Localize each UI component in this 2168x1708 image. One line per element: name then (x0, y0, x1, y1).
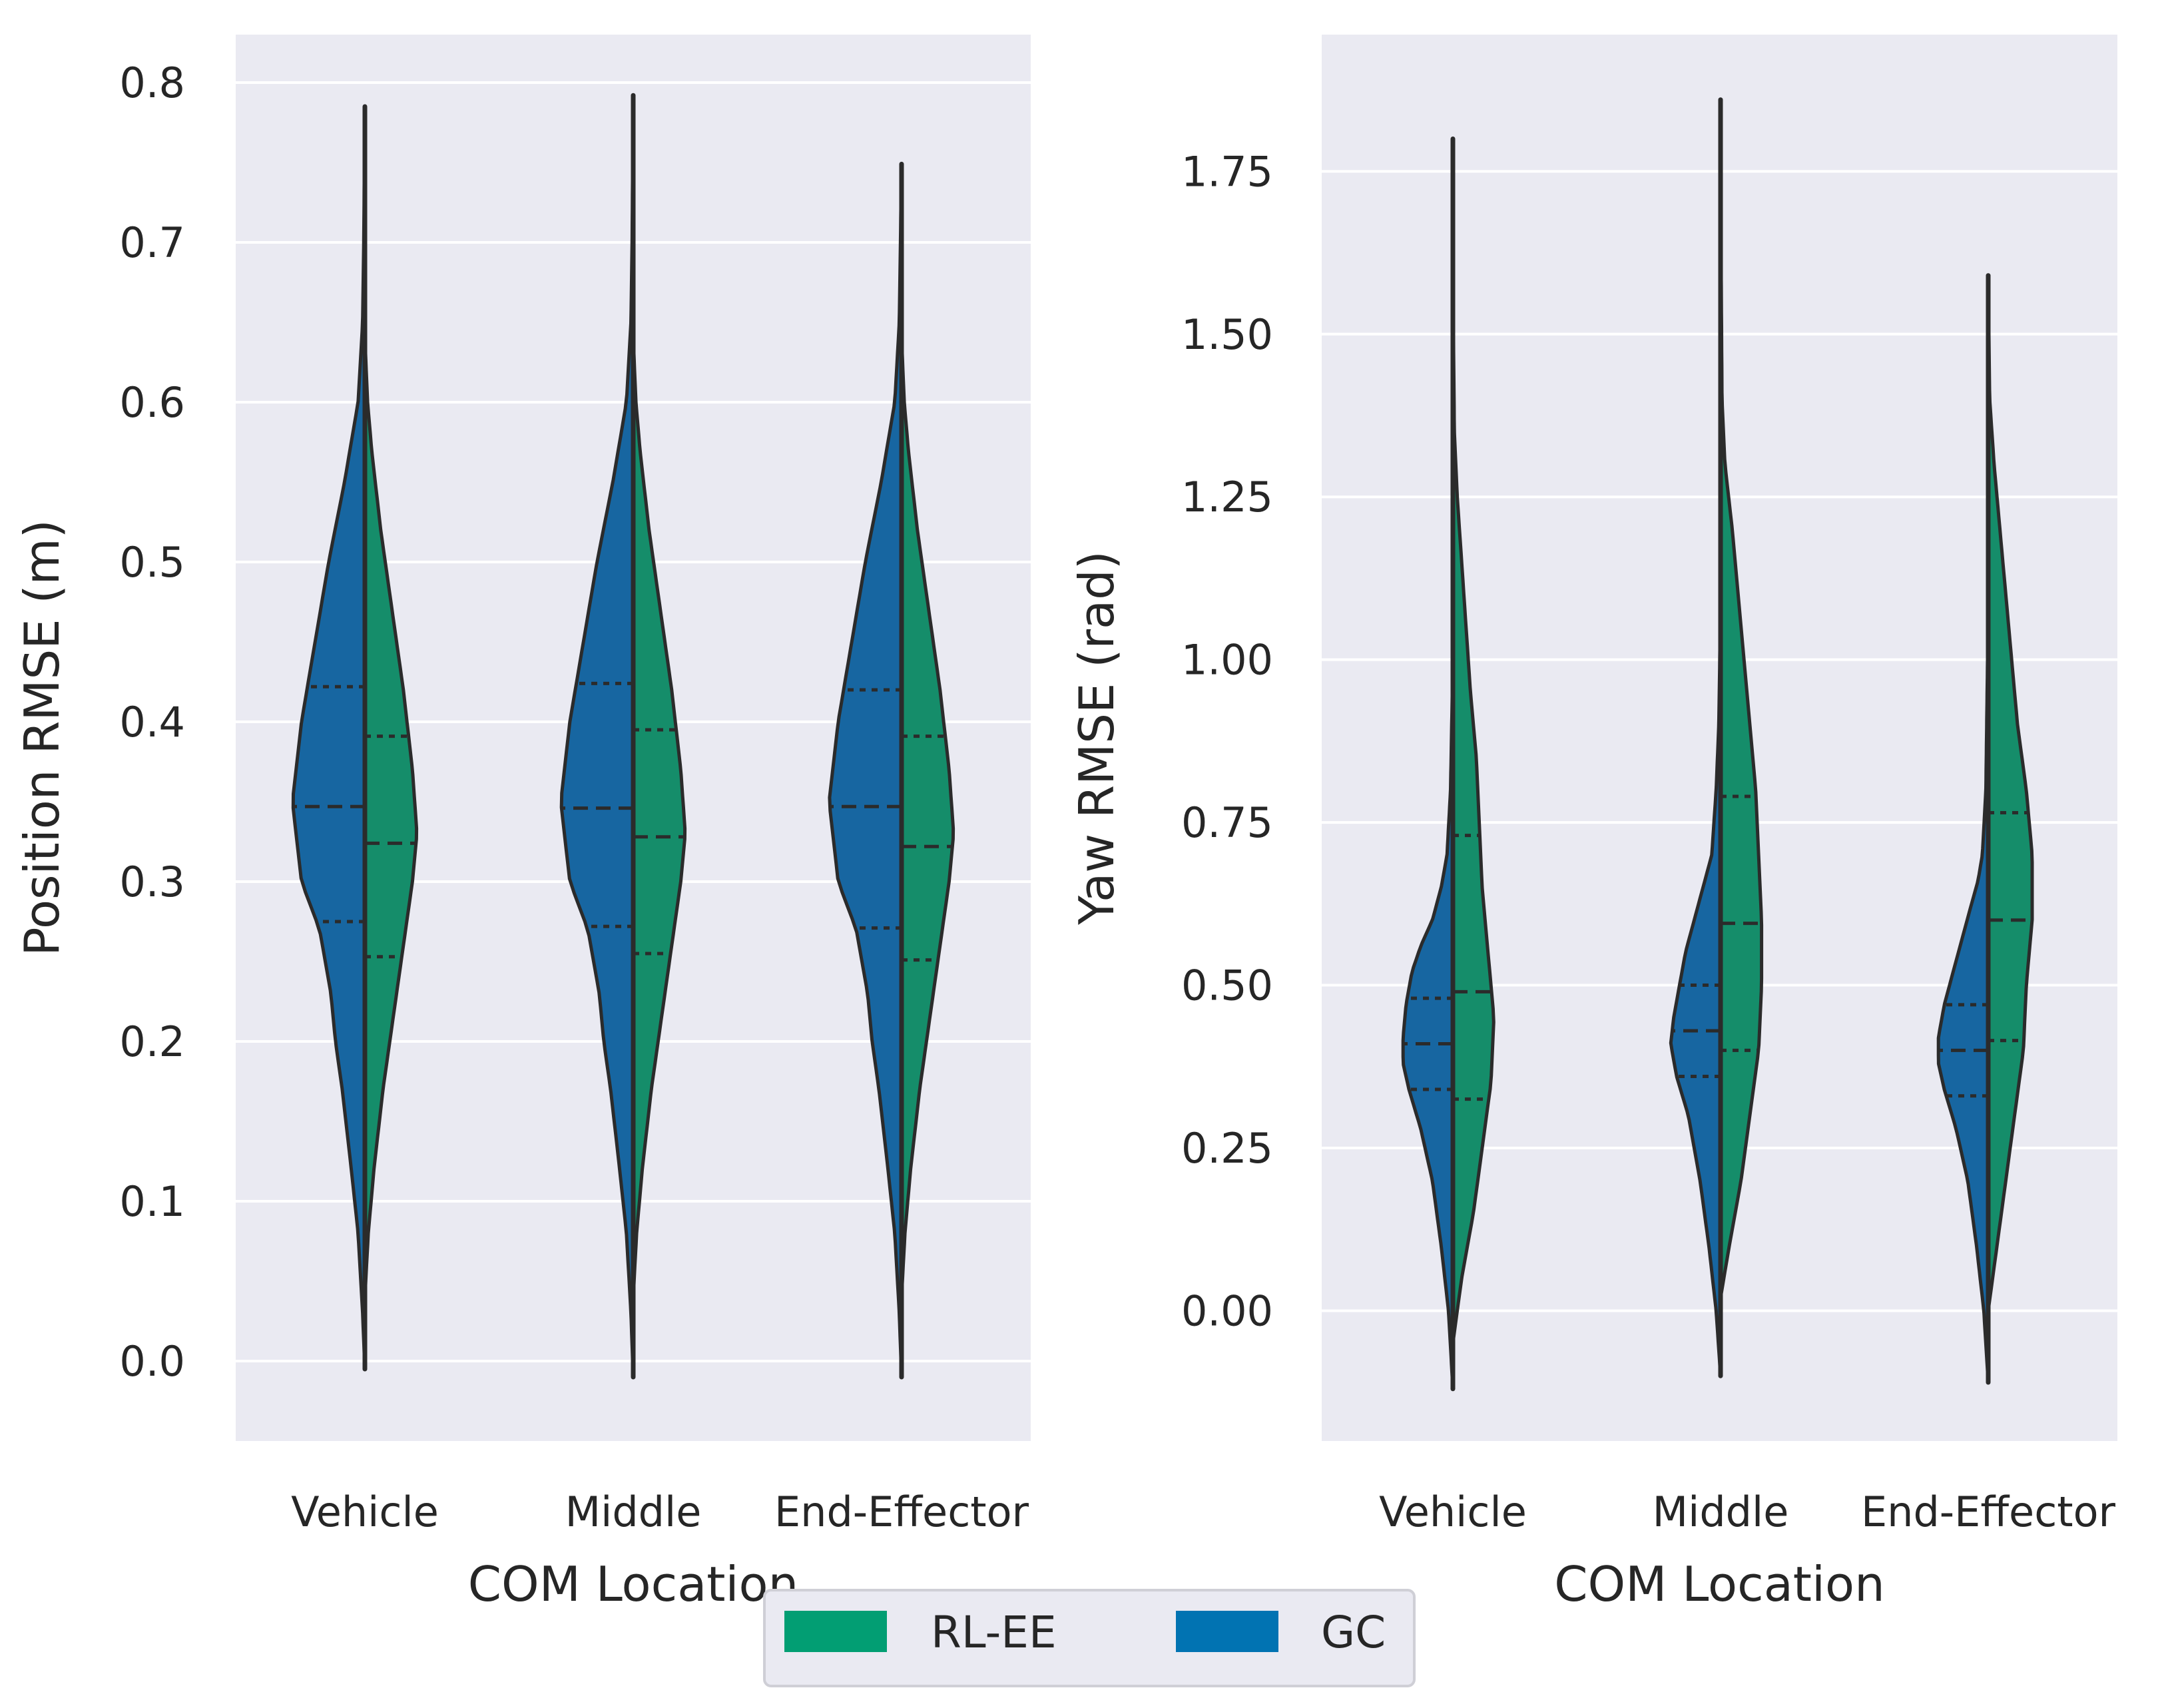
y-tick-label: 0.5 (119, 538, 185, 587)
violin-half-rl-ee-end-effector (900, 336, 955, 1299)
legend-swatch-rl-ee (784, 1611, 887, 1652)
x-tick-label-middle: Middle (565, 1488, 702, 1536)
y-tick-label: 0.25 (1181, 1124, 1273, 1173)
violin-half-gc-end-effector (828, 162, 904, 1379)
x-axis-label: COM Location (468, 1556, 798, 1612)
yaw-rmse-panel: 0.00 0.25 0.50 0.75 1.00 1.25 1.50 1.75 Vehicle M… (1069, 35, 2117, 1612)
y-tick-label: 0.0 (119, 1337, 185, 1386)
violin-half-rl-ee-middle (631, 336, 687, 1299)
y-tick-label: 0.00 (1181, 1286, 1273, 1335)
position-rmse-panel: 0.0 0.1 0.2 0.3 0.4 0.5 0.6 0.7 0.8 Vehicle Middle… (14, 35, 1031, 1612)
x-tick-label-vehicle: Vehicle (1379, 1488, 1527, 1536)
y-tick-label: 0.8 (119, 59, 185, 107)
legend-label-gc: GC (1321, 1607, 1386, 1658)
y-tick-label: 1.00 (1181, 636, 1273, 685)
y-tick-label: 1.50 (1181, 310, 1273, 359)
y-tick-label: 0.2 (119, 1017, 185, 1066)
x-tick-label-vehicle: Vehicle (291, 1488, 439, 1536)
y-tick-label: 0.50 (1181, 962, 1273, 1010)
legend-label-rl-ee: RL-EE (931, 1607, 1057, 1658)
y-tick-label: 0.4 (119, 698, 185, 746)
y-axis-label: Position RMSE (m) (14, 519, 70, 956)
x-tick-label-end-effector: End-Effector (774, 1488, 1029, 1536)
y-tick-label: 0.3 (119, 858, 185, 906)
x-tick-label-middle: Middle (1653, 1488, 1789, 1536)
y-tick-label: 1.75 (1181, 147, 1273, 196)
violin-half-rl-ee-end-effector (1986, 274, 2034, 1312)
y-tick-label: 0.6 (119, 378, 185, 427)
violin-half-rl-ee-vehicle (363, 336, 419, 1299)
x-tick-label-end-effector: End-Effector (1861, 1488, 2116, 1536)
y-tick-label: 1.25 (1181, 473, 1273, 521)
legend: RL-EE GC (763, 1589, 1416, 1687)
y-axis-label: Yaw RMSE (rad) (1069, 551, 1125, 926)
legend-swatch-gc (1176, 1611, 1278, 1652)
y-tick-label: 0.75 (1181, 798, 1273, 847)
y-tick-label: 0.7 (119, 218, 185, 267)
y-tick-label: 0.1 (119, 1177, 185, 1226)
x-axis-label: COM Location (1554, 1556, 1884, 1612)
